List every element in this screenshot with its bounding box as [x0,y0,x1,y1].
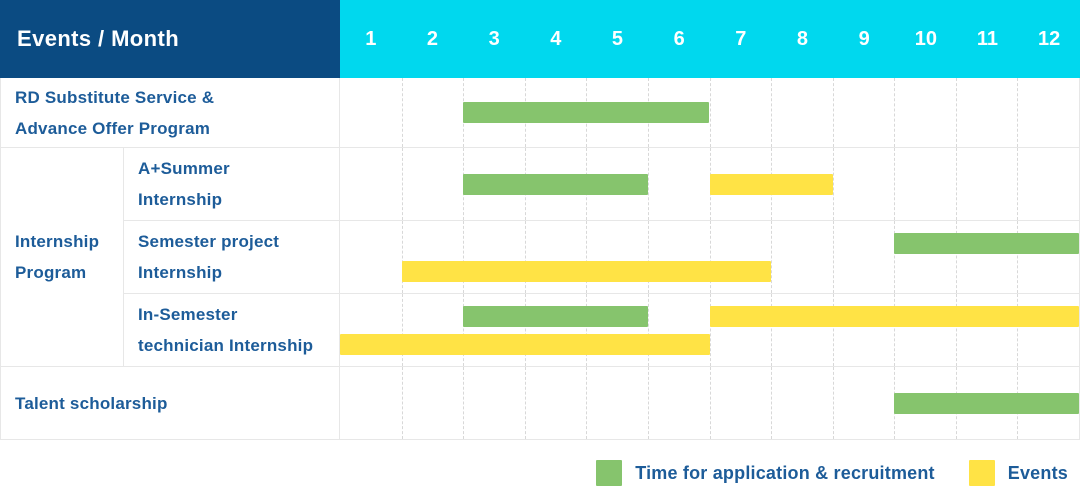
month-label: 3 [488,27,500,50]
gantt-bar-event [401,260,772,282]
bar-tracks [340,367,1079,439]
gantt-bar-recruitment [894,232,1079,254]
gantt-bar-event [709,173,833,195]
month-gridline [771,221,773,293]
month-gridline [832,367,834,439]
month-gridline [1017,78,1019,147]
month-label: 7 [735,27,747,50]
month-gridline [647,367,649,439]
month-gridline [709,367,711,439]
month-gridline [832,221,834,293]
gantt-table: Events / Month 1 2 3 4 5 6 7 8 9 10 11 12 RD Substi… [0,0,1080,440]
month-gridline [955,221,957,293]
row-label-a-plus-summer: A+Summer Internship [124,148,340,221]
month-gridline [401,294,403,366]
month-label: 11 [976,27,999,50]
month-gridline [586,367,588,439]
month-gridline [524,367,526,439]
legend-label: Events [1007,462,1068,483]
month-label: 12 [1038,27,1061,50]
month-gridline [709,294,711,366]
month-label: 2 [426,27,439,50]
month-label: 10 [914,27,937,50]
bar-track [340,102,1079,123]
row-chart [340,221,1080,294]
bar-track [340,232,1079,254]
month-gridline [401,148,403,220]
table-header-events-month: Events / Month [0,0,340,78]
bar-tracks [340,78,1079,147]
gantt-bar-recruitment [463,305,648,327]
bar-track [340,305,1079,327]
row-label-talent-scholarship: Talent scholarship [0,367,340,440]
month-gridline [832,78,834,147]
month-gridline [647,294,649,366]
row-chart [340,294,1080,367]
month-gridline [1017,148,1019,220]
bar-track [340,260,1079,282]
legend-label: Time for application & recruitment [635,462,935,483]
bar-track [340,333,1079,355]
month-gridline [894,294,896,366]
month-label: 8 [796,27,809,50]
events-color-swatch [968,460,995,486]
month-label: 4 [550,27,562,50]
month-gridline [586,294,588,366]
legend: Time for application & recruitment Event… [0,452,1068,494]
row-chart [340,148,1080,221]
legend-item-events: Events [968,460,1068,486]
gantt-bar-recruitment [463,102,710,123]
month-gridline [463,367,465,439]
month-gridline [955,78,957,147]
month-header-row: 1 2 3 4 5 6 7 8 9 10 11 12 [340,0,1080,78]
month-gridline [401,367,403,439]
month-label: 1 [365,27,377,50]
recruitment-color-swatch [596,460,623,486]
row-chart [340,367,1080,440]
month-gridline [771,367,773,439]
gantt-bar-event [709,305,1079,327]
month-gridline [524,294,526,366]
row-label-semester-project: Semester project Internship [124,221,340,294]
bar-track [340,392,1079,414]
bar-tracks [340,294,1079,366]
month-gridline [463,294,465,366]
bar-tracks [340,221,1079,293]
bar-tracks [340,148,1079,220]
month-gridline [709,78,711,147]
month-gridline [524,221,526,293]
row-chart [340,78,1080,148]
month-gridline [401,78,403,147]
gantt-bar-recruitment [894,392,1079,414]
month-label: 5 [611,27,624,50]
month-gridline [647,148,649,220]
month-gridline [894,221,896,293]
month-gridline [1017,221,1019,293]
month-label: 6 [673,27,685,50]
row-label-rd-substitute: RD Substitute Service & Advance Offer Pr… [0,78,340,148]
month-gridline [771,78,773,147]
month-gridline [894,148,896,220]
month-gridline [647,221,649,293]
month-gridline [586,221,588,293]
gantt-bar-recruitment [463,173,648,195]
month-gridline [771,294,773,366]
month-gridline [955,148,957,220]
month-gridline [709,221,711,293]
group-label-internship-program: Internship Program [0,148,124,367]
gantt-bar-event [340,333,710,355]
month-gridline [401,221,403,293]
month-gridline [463,221,465,293]
month-gridline [894,78,896,147]
bar-track [340,173,1079,195]
month-gridline [1017,294,1019,366]
legend-item-recruitment: Time for application & recruitment [596,460,935,486]
month-gridline [955,294,957,366]
row-label-in-semester-technician: In-Semester technician Internship [124,294,340,367]
month-gridline [832,148,834,220]
month-gridline [832,294,834,366]
month-label: 9 [858,27,870,50]
